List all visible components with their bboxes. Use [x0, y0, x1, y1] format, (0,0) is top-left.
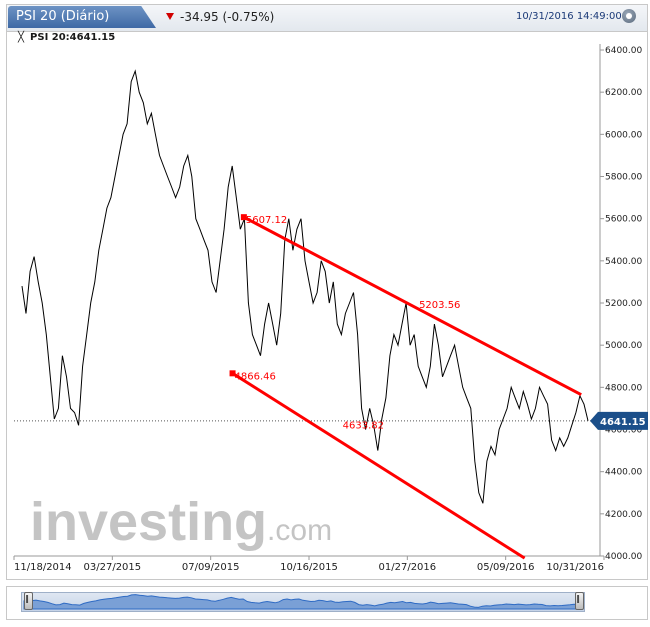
- x-tick-label: 05/09/2016: [477, 562, 535, 573]
- annotation-label: 4633.82: [343, 420, 384, 431]
- y-tick-label: 5600.00: [605, 215, 642, 225]
- y-tick-label: 4000.00: [605, 552, 642, 562]
- navigator-right-handle[interactable]: [575, 592, 584, 610]
- chart-frame: [6, 4, 648, 580]
- y-tick-label: 5800.00: [605, 173, 642, 183]
- trend-line: [231, 372, 526, 560]
- y-tick-label: 6000.00: [605, 130, 642, 140]
- x-tick-label: 03/27/2015: [84, 562, 142, 573]
- trend-line: [243, 215, 582, 397]
- y-tick-label: 6200.00: [605, 88, 642, 98]
- x-tick-label: 11/18/2014: [14, 562, 72, 573]
- x-tick-label: 10/31/2016: [546, 562, 604, 573]
- timestamp: 10/31/2016 14:49:00: [516, 11, 622, 22]
- y-tick-label: 6400.00: [605, 46, 642, 56]
- navigator-left-handle[interactable]: [24, 592, 33, 610]
- y-tick-label: 4800.00: [605, 383, 642, 393]
- x-tick-label: 07/09/2015: [182, 562, 240, 573]
- y-tick-label: 4400.00: [605, 468, 642, 478]
- trend-anchor: [240, 214, 247, 221]
- close-circle-icon[interactable]: [622, 9, 636, 23]
- chart-legend: ╳ PSI 20:4641.15: [18, 32, 115, 43]
- y-tick-label: 4600.00: [605, 426, 642, 436]
- change-value: -34.95 (-0.75%): [180, 10, 275, 24]
- y-tick-label: 5200.00: [605, 299, 642, 309]
- annotation-label: 5607.12: [246, 215, 287, 226]
- last-value-label: 4641.15: [600, 417, 646, 428]
- y-tick-label: 5000.00: [605, 341, 642, 351]
- price-chart[interactable]: investing.com 6400.00 6200.00 6000.00 5800.…: [0, 0, 650, 586]
- price-series: [21, 69, 589, 504]
- crosshair-icon: ╳: [18, 32, 25, 43]
- trend-anchor: [229, 370, 236, 377]
- watermark: investing.com: [30, 492, 332, 552]
- down-triangle-icon: [166, 13, 174, 20]
- navigator-range[interactable]: [21, 592, 585, 612]
- chart-title[interactable]: PSI 20 (Diário): [8, 6, 156, 28]
- price-change: -34.95 (-0.75%): [166, 10, 274, 24]
- last-value-tag: [590, 411, 648, 430]
- x-tick-label: 01/27/2016: [379, 562, 437, 573]
- legend-label: PSI 20:4641.15: [30, 32, 116, 43]
- x-tick-label: 10/16/2015: [280, 562, 338, 573]
- annotation-label: 5203.56: [419, 300, 460, 311]
- y-tick-label: 5400.00: [605, 257, 642, 267]
- y-tick-label: 4200.00: [605, 510, 642, 520]
- annotation-label: 4866.46: [235, 371, 276, 382]
